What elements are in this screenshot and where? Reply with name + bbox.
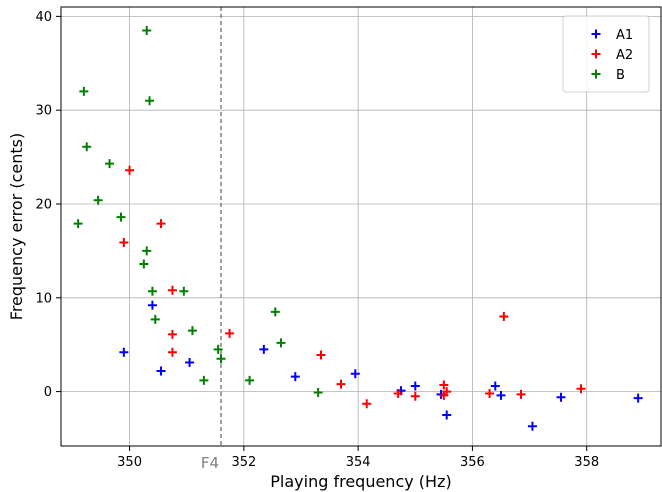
data-point: [147, 286, 157, 296]
data-point: [516, 389, 526, 399]
data-point: [410, 391, 420, 401]
reference-line-group: F4: [201, 7, 222, 472]
data-point: [556, 392, 566, 402]
data-point: [145, 96, 155, 106]
data-point: [393, 388, 403, 398]
x-tick-label: 352: [231, 455, 256, 470]
data-point: [179, 286, 189, 296]
data-point: [496, 390, 506, 400]
data-point: [199, 375, 209, 385]
data-point: [167, 329, 177, 339]
data-point: [350, 369, 360, 379]
y-tick-label: 20: [35, 197, 52, 212]
legend-label: A2: [616, 48, 633, 63]
grid: [61, 7, 661, 446]
x-tick-label: 354: [346, 455, 371, 470]
data-point: [499, 312, 509, 322]
data-point: [105, 159, 115, 169]
legend: A1 A2 B: [562, 15, 650, 93]
data-point: [313, 388, 323, 398]
series-a2: [119, 165, 586, 409]
y-axis-ticks: 0 10 20 30 40: [35, 10, 61, 400]
data-point: [142, 25, 152, 35]
x-axis-ticks: 350 352 354 356 358: [117, 446, 599, 470]
data-point: [485, 388, 495, 398]
data-point: [259, 344, 269, 354]
data-point: [125, 165, 135, 175]
x-tick-label: 356: [460, 455, 485, 470]
data-point: [270, 307, 280, 317]
data-point: [576, 384, 586, 394]
data-point: [290, 372, 300, 382]
data-point: [150, 314, 160, 324]
legend-label: A1: [616, 28, 633, 43]
y-tick-label: 30: [35, 104, 52, 119]
data-point: [82, 142, 92, 152]
data-point: [216, 354, 226, 364]
data-point: [156, 366, 166, 376]
y-axis-label: Frequency error (cents): [7, 133, 26, 320]
data-point: [527, 421, 537, 431]
legend-marker: [591, 69, 601, 79]
x-tick-label: 358: [574, 455, 599, 470]
x-tick-label: 350: [117, 455, 142, 470]
x-axis-label: Playing frequency (Hz): [270, 472, 451, 491]
data-point: [442, 410, 452, 420]
y-tick-label: 10: [35, 291, 52, 306]
data-point: [633, 393, 643, 403]
data-point: [316, 350, 326, 360]
data-point: [245, 375, 255, 385]
legend-marker: [591, 49, 601, 59]
legend-label: B: [616, 68, 625, 83]
data-point: [439, 380, 449, 390]
data-point: [225, 328, 235, 338]
series-b: [73, 25, 323, 398]
reference-line-label: F4: [201, 454, 219, 472]
data-points: [73, 25, 643, 431]
data-point: [139, 259, 149, 269]
data-point: [156, 219, 166, 229]
data-point: [442, 387, 452, 397]
data-point: [167, 285, 177, 295]
data-point: [93, 195, 103, 205]
data-point: [119, 237, 129, 247]
data-point: [276, 338, 286, 348]
data-point: [147, 300, 157, 310]
data-point: [119, 347, 129, 357]
data-point: [410, 381, 420, 391]
data-point: [187, 326, 197, 336]
data-point: [362, 399, 372, 409]
data-point: [185, 358, 195, 368]
y-tick-label: 40: [35, 10, 52, 25]
data-point: [142, 246, 152, 256]
data-point: [73, 219, 83, 229]
legend-box: [562, 15, 650, 93]
data-point: [167, 347, 177, 357]
plot-frame: [60, 6, 662, 447]
data-point: [79, 86, 89, 96]
data-point: [490, 381, 500, 391]
series-a1: [119, 300, 643, 431]
legend-marker: [591, 29, 601, 39]
data-point: [213, 344, 223, 354]
data-point: [336, 379, 346, 389]
data-point: [116, 212, 126, 222]
y-tick-label: 0: [44, 385, 52, 400]
